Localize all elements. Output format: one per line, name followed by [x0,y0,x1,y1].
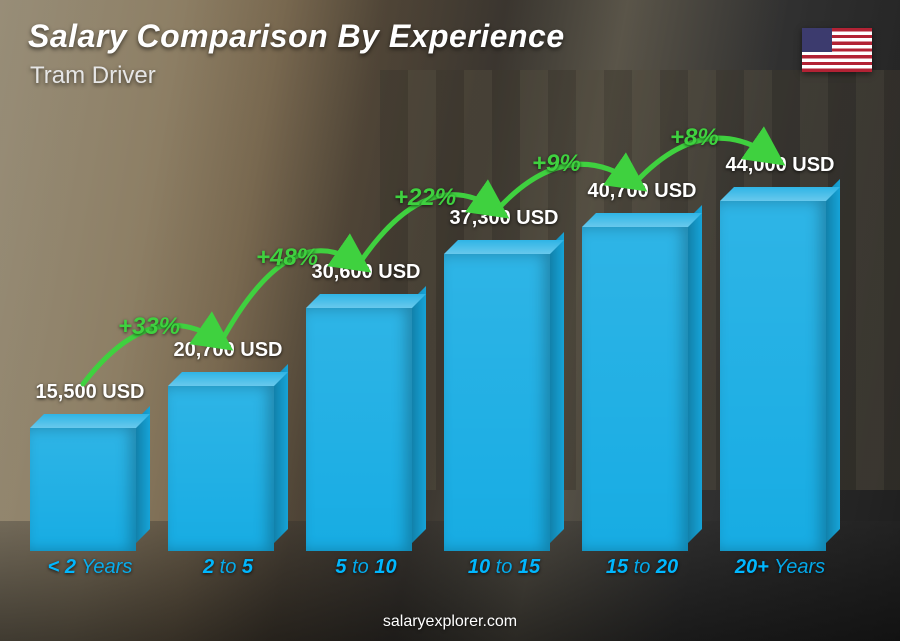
growth-label: +8% [670,124,719,152]
chart-stage: Salary Comparison By Experience Tram Dri… [0,0,900,641]
chart-subtitle: Tram Driver [30,62,156,90]
country-flag-us [802,28,872,72]
bar-chart: 15,500 USD< 2 Years20,700 USD2 to 530,60… [30,120,840,581]
chart-title: Salary Comparison By Experience [28,18,565,55]
growth-arrow [30,120,840,581]
footer-credit: salaryexplorer.com [0,613,900,631]
